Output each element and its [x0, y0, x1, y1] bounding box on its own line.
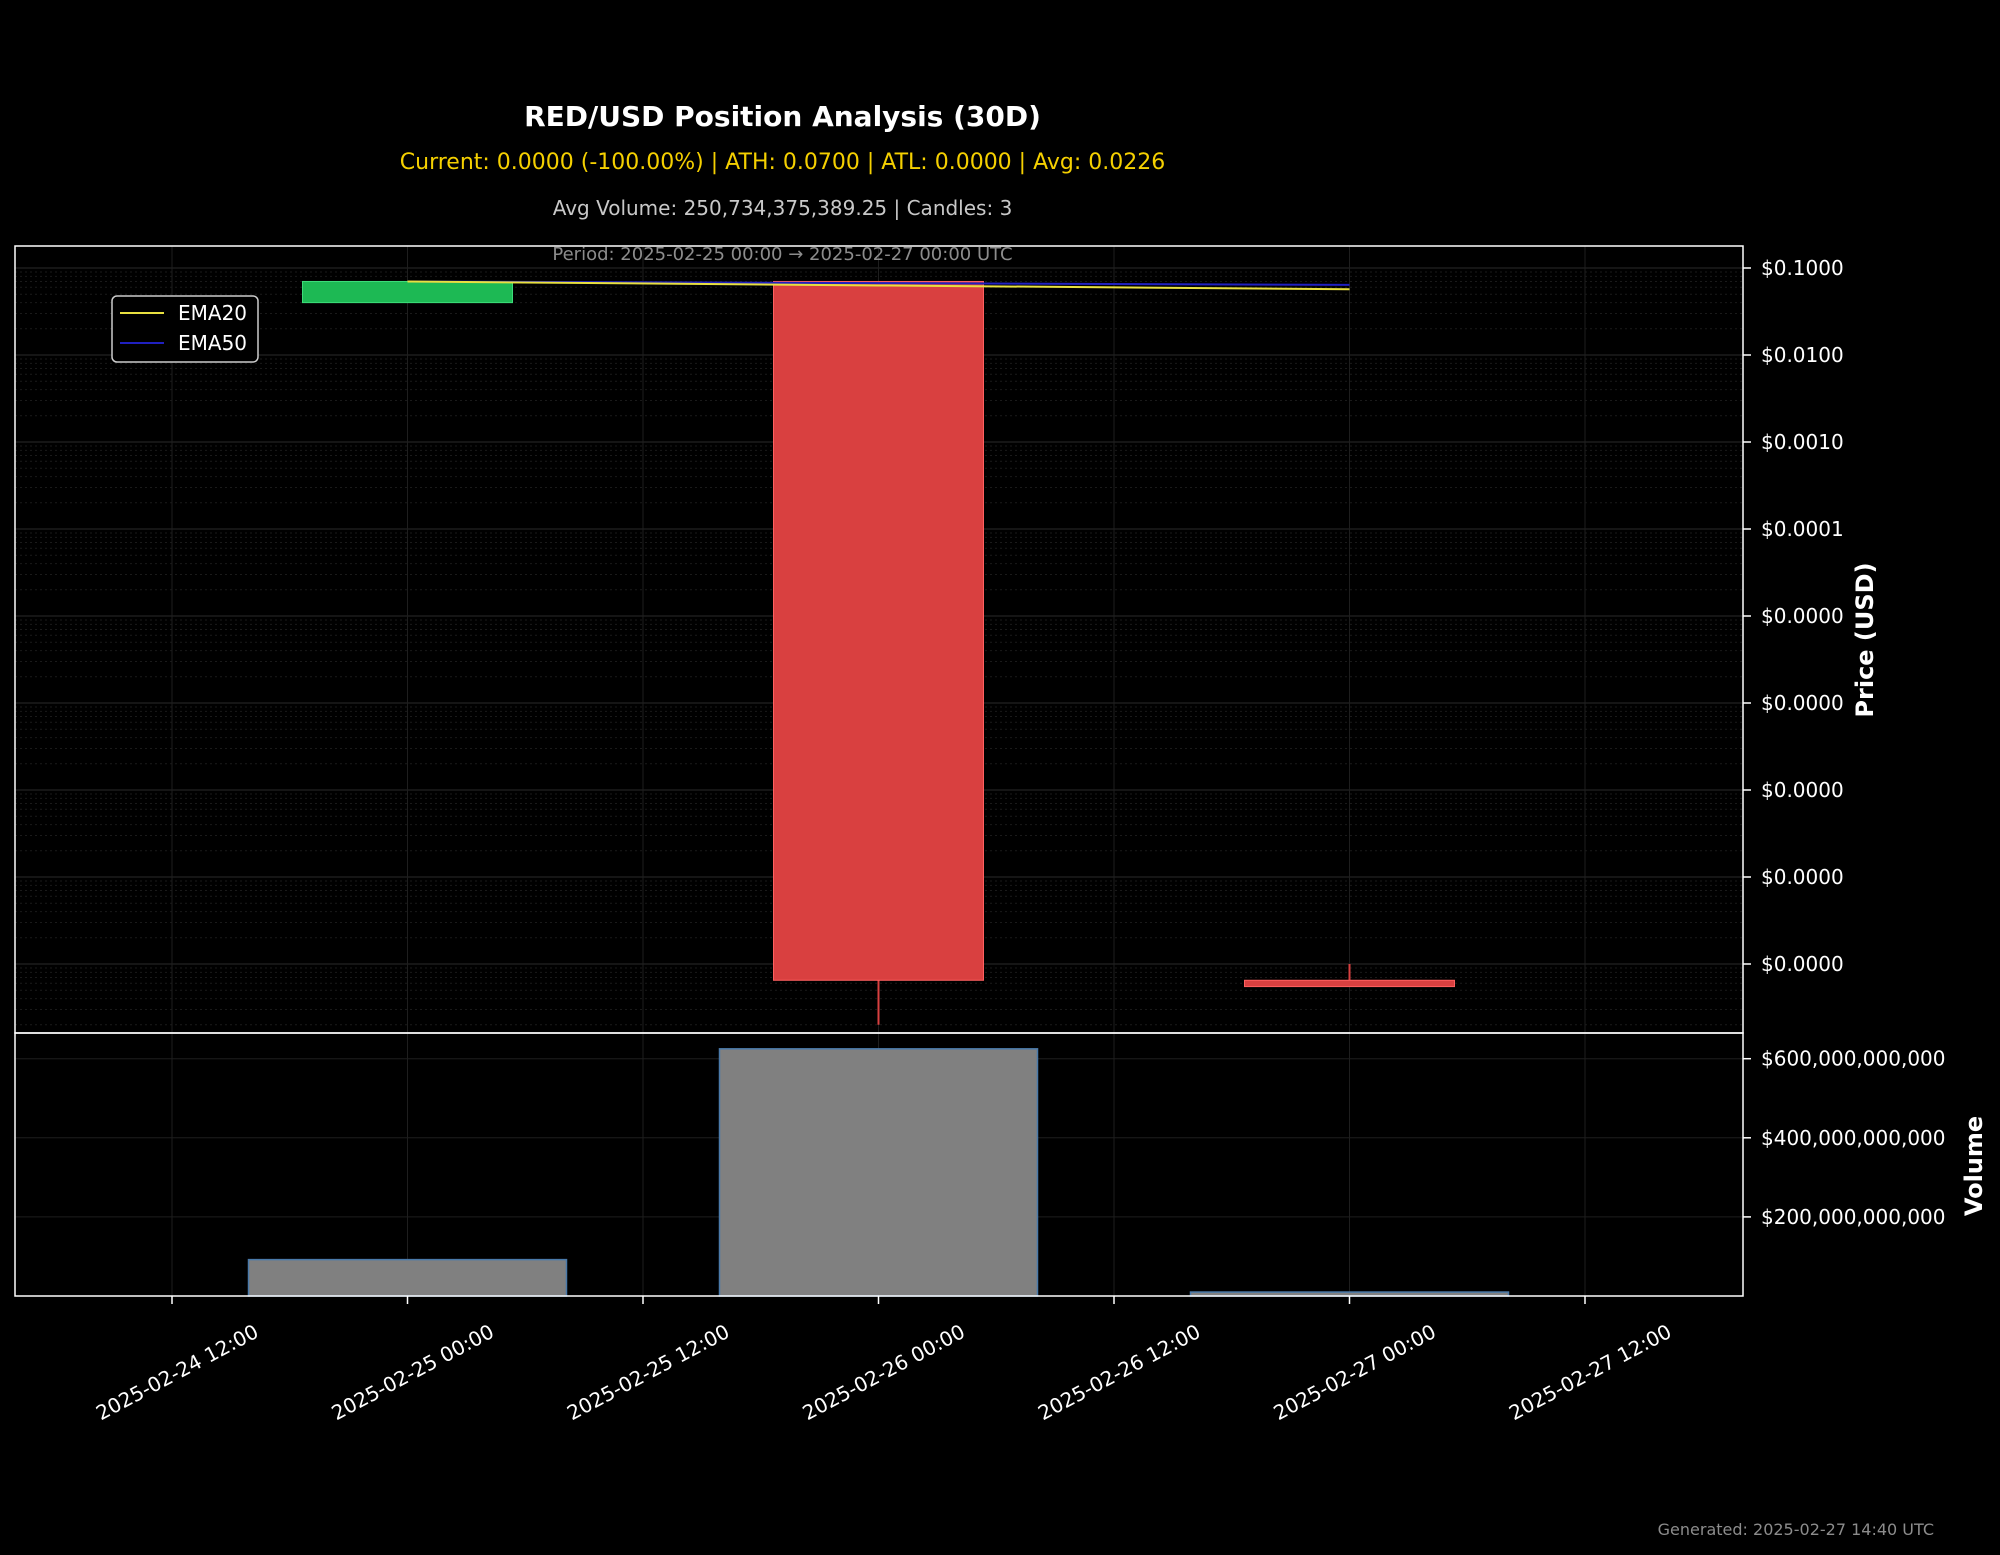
- price-tick-label: $0.0000: [1761, 952, 1844, 976]
- volume-series: [247, 1048, 1510, 1297]
- candle-down: [1244, 979, 1455, 988]
- ema20-line: [407, 280, 1350, 291]
- x-tick-label: 2025-02-27 12:00: [1505, 1319, 1675, 1425]
- period-subtitle: Period: 2025-02-25 00:00 → 2025-02-27 00…: [552, 244, 1013, 265]
- x-tick-label: 2025-02-26 00:00: [798, 1319, 968, 1425]
- x-tick-label: 2025-02-25 00:00: [327, 1319, 497, 1425]
- candle-down: [773, 280, 984, 981]
- x-tick-label: 2025-02-25 12:00: [563, 1319, 733, 1425]
- x-tick-label: 2025-02-26 12:00: [1034, 1319, 1204, 1425]
- volume-subtitle: Avg Volume: 250,734,375,389.25 | Candles…: [552, 196, 1013, 220]
- price-tick-label: $0.0000: [1761, 778, 1844, 802]
- price-tick-label: $0.0000: [1761, 865, 1844, 889]
- volume-tick-label: $400,000,000,000: [1761, 1126, 1946, 1150]
- price-tick-label: $0.1000: [1761, 256, 1844, 280]
- stats-subtitle: Current: 0.0000 (-100.00%) | ATH: 0.0700…: [399, 150, 1166, 175]
- price-tick-label: $0.0001: [1761, 517, 1844, 541]
- volume-bar: [247, 1258, 568, 1297]
- candle-up: [302, 280, 513, 304]
- volume-axis-label: Volume: [1960, 1116, 1988, 1216]
- volume-tick-label: $200,000,000,000: [1761, 1205, 1946, 1229]
- price-tick-label: $0.0000: [1761, 604, 1844, 628]
- price-tick-label: $0.0010: [1761, 430, 1844, 454]
- generated-timestamp: Generated: 2025-02-27 14:40 UTC: [1657, 1520, 1934, 1539]
- legend: EMA20 EMA50: [111, 295, 259, 363]
- price-tick-label: $0.0000: [1761, 691, 1844, 715]
- x-axis: 2025-02-24 12:00 2025-02-25 00:00 2025-02-…: [92, 1296, 1675, 1425]
- chart-title: RED/USD Position Analysis (30D): [524, 100, 1041, 133]
- legend-label-ema20: EMA20: [178, 301, 247, 325]
- volume-bar: [718, 1048, 1039, 1297]
- x-tick-label: 2025-02-24 12:00: [92, 1319, 262, 1425]
- volume-tick-label: $600,000,000,000: [1761, 1047, 1946, 1071]
- price-axis: $0.1000 $0.0100 $0.0010 $0.0001 $0.0000 $0.00…: [1743, 256, 1844, 976]
- volume-axis: $200,000,000,000 $400,000,000,000 $600,000…: [1743, 1047, 1946, 1229]
- x-tick-label: 2025-02-27 00:00: [1269, 1319, 1439, 1425]
- price-tick-label: $0.0100: [1761, 343, 1844, 367]
- price-series: [302, 280, 1455, 1025]
- price-axis-label: Price (USD): [1851, 562, 1879, 717]
- legend-label-ema50: EMA50: [178, 331, 247, 355]
